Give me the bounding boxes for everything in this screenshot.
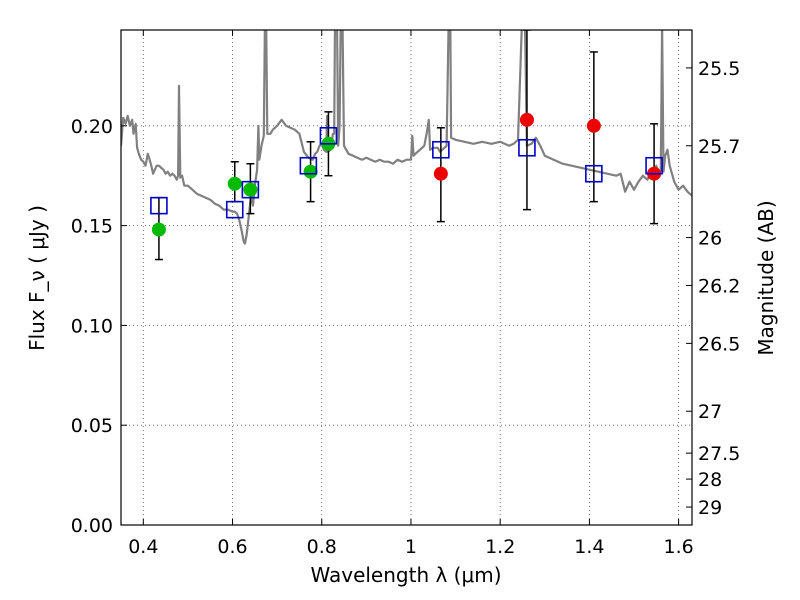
y-tick-label: 0.05 (71, 415, 113, 437)
y-tick-label: 0.10 (71, 315, 113, 337)
model-photometry-square (585, 164, 603, 183)
right-tick-label: 29 (698, 497, 722, 519)
right-tick-label: 26.2 (698, 275, 740, 297)
model-photometry-square (150, 196, 168, 215)
y-tick-label: 0.15 (71, 216, 113, 238)
model-photometry-square (432, 140, 450, 159)
observed-optical-point (243, 182, 258, 197)
right-tick-label: 25.7 (698, 136, 740, 158)
grid (121, 30, 692, 526)
y-tick-label: 0.20 (71, 116, 113, 138)
axis-ticks: 0.4 0.6 0.8 1 1.2 1.4 1.6 0.00 0.05 0.10 0.15 0.20 2… (71, 30, 740, 558)
right-tick-label: 27 (698, 401, 722, 423)
observed-optical-point (303, 164, 318, 179)
right-tick-label: 26.5 (698, 333, 740, 355)
observed-optical-point (151, 222, 166, 237)
x-tick-label: 1.6 (664, 536, 694, 558)
model-spectrum-line (121, 30, 692, 245)
observed-nir-point (519, 112, 534, 127)
right-tick-label: 27.5 (698, 443, 740, 465)
right-tick-label: 26 (698, 228, 722, 250)
right-tick-label: 28 (698, 469, 722, 491)
y-tick-label: 0.00 (71, 515, 113, 537)
observed-nir-point (433, 166, 448, 181)
right-axis-label: Magnitude (AB) (754, 200, 778, 355)
x-tick-label: 1.2 (485, 536, 515, 558)
model-photometry-square (299, 156, 318, 175)
x-tick-label: 0.6 (217, 536, 247, 558)
right-tick-label: 25.5 (698, 58, 740, 80)
model-photometry-square (241, 180, 260, 199)
model-photometry-square (319, 126, 338, 145)
model-photometry-square (518, 138, 536, 157)
x-tick-label: 0.8 (307, 536, 337, 558)
model-photometry-square (225, 200, 244, 219)
x-tick-label: 1.4 (574, 536, 604, 558)
y-axis-label: Flux F_ν ( μJy ) (25, 205, 49, 351)
plot-frame (120, 29, 693, 526)
plot-area (121, 30, 692, 261)
x-tick-label: 0.4 (128, 536, 158, 558)
observed-optical-point (227, 176, 242, 191)
x-tick-label: 1 (405, 536, 417, 558)
x-axis-label: Wavelength λ (μm) (310, 563, 501, 587)
model-photometry-square (645, 156, 663, 175)
observed-nir-point (586, 118, 601, 133)
